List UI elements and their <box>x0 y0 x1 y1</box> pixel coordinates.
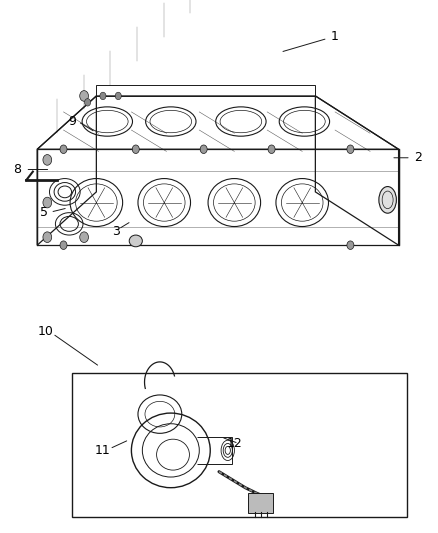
Text: 5: 5 <box>40 206 48 219</box>
Circle shape <box>60 241 67 249</box>
Text: 3: 3 <box>112 225 120 238</box>
Circle shape <box>100 92 106 100</box>
Text: 12: 12 <box>226 437 242 450</box>
Circle shape <box>43 232 52 243</box>
Circle shape <box>347 241 354 249</box>
Text: 1: 1 <box>331 30 339 43</box>
Circle shape <box>268 145 275 154</box>
Circle shape <box>200 145 207 154</box>
FancyBboxPatch shape <box>248 493 273 513</box>
Ellipse shape <box>379 187 396 213</box>
Circle shape <box>115 92 121 100</box>
Text: 11: 11 <box>95 444 111 457</box>
Circle shape <box>60 145 67 154</box>
Circle shape <box>43 155 52 165</box>
Ellipse shape <box>129 235 142 247</box>
Circle shape <box>347 145 354 154</box>
Circle shape <box>80 232 88 243</box>
Text: 10: 10 <box>38 325 54 338</box>
Text: 8: 8 <box>13 163 21 176</box>
Text: 2: 2 <box>414 151 422 164</box>
Circle shape <box>132 145 139 154</box>
Circle shape <box>85 99 91 106</box>
Circle shape <box>43 197 52 208</box>
Bar <box>72 373 407 517</box>
Text: 9: 9 <box>68 115 76 128</box>
Circle shape <box>80 91 88 101</box>
